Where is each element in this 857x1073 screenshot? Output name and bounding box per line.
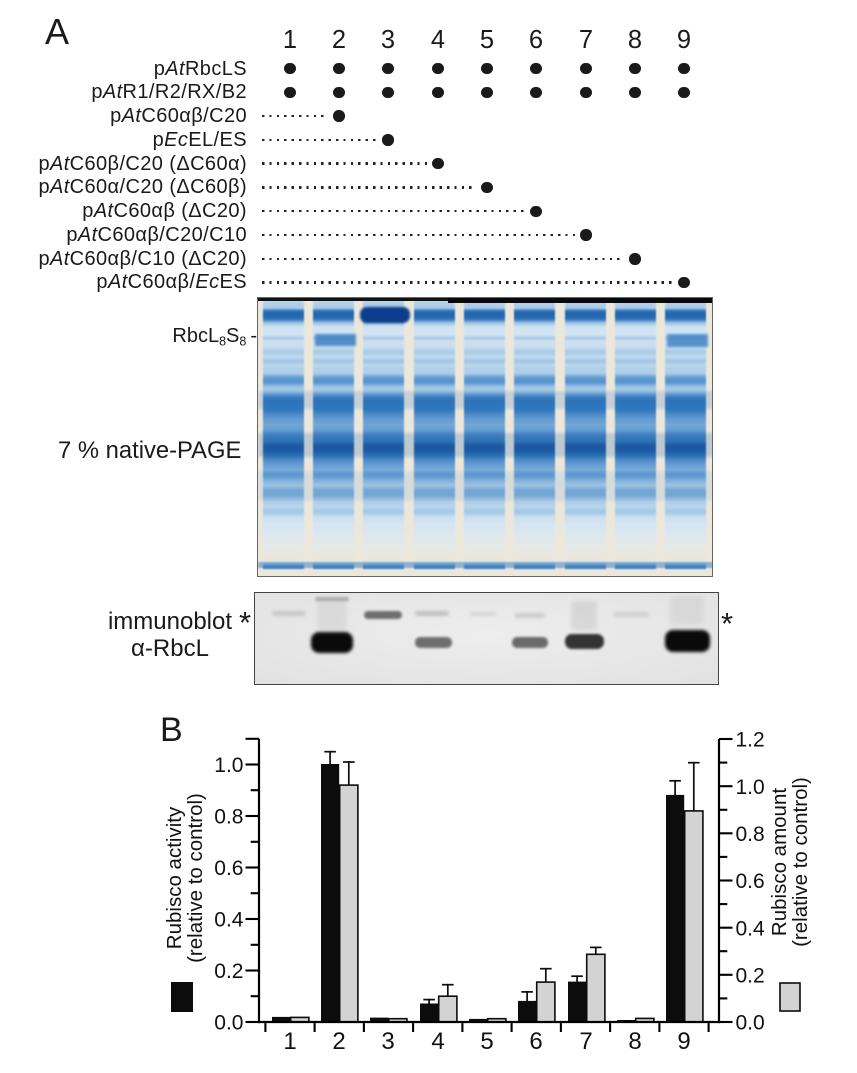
svg-text:7: 7 [579,1028,592,1055]
svg-text:1.2: 1.2 [736,729,765,752]
svg-text:1: 1 [283,1028,296,1055]
svg-text:0.8: 0.8 [214,806,243,829]
svg-text:4: 4 [431,1028,444,1055]
svg-text:0.4: 0.4 [214,909,244,932]
svg-text:8: 8 [628,1028,641,1055]
svg-text:B: B [160,711,183,749]
svg-text:0.2: 0.2 [214,960,243,983]
svg-text:0.4: 0.4 [736,917,766,940]
svg-text:5: 5 [480,1028,493,1055]
svg-text:9: 9 [677,1028,690,1055]
svg-text:3: 3 [381,1028,394,1055]
svg-text:Rubisco activity(relative to c: Rubisco activity(relative to control) [163,793,207,963]
svg-text:0.6: 0.6 [736,870,765,893]
svg-text:0.2: 0.2 [736,964,765,987]
svg-text:1.0: 1.0 [736,776,765,799]
svg-text:6: 6 [529,1028,542,1055]
svg-text:2: 2 [332,1028,345,1055]
svg-text:0.0: 0.0 [214,1012,243,1035]
svg-text:Rubisco amount(relative to con: Rubisco amount(relative to control) [768,777,812,947]
svg-text:0.8: 0.8 [736,823,765,846]
svg-text:1.0: 1.0 [214,754,243,777]
svg-text:0.0: 0.0 [736,1012,765,1035]
svg-text:0.6: 0.6 [214,857,243,880]
